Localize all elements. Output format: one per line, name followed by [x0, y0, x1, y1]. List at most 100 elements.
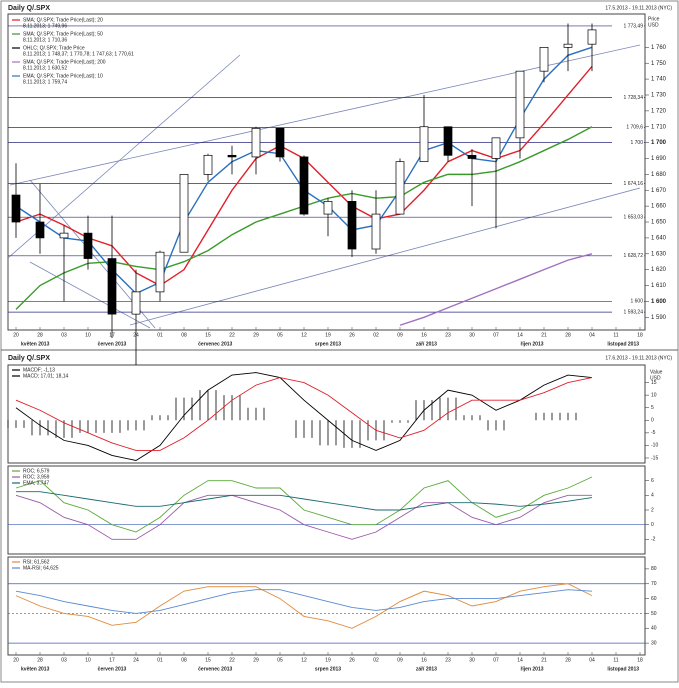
x-tick-label: 03: [61, 332, 67, 338]
month-label: říjen 2013: [520, 666, 543, 672]
x-tick-label: 26: [349, 332, 355, 338]
x-tick-label: 11: [613, 332, 618, 338]
x-tick-label: 09: [397, 657, 403, 663]
rsi-plot-frame: [7, 556, 646, 656]
x-tick-label: 02: [373, 332, 379, 338]
candle-body: [323, 201, 333, 215]
level-label-bg: [612, 180, 644, 187]
candle-body: [59, 232, 69, 239]
candle-body: [347, 201, 357, 250]
x-tick-label: 20: [13, 332, 19, 338]
x-tick-label: 24: [133, 657, 139, 663]
y-tick-label: 1 610: [651, 283, 667, 289]
y-tick-label: -15: [651, 455, 658, 461]
candle-body: [563, 43, 573, 48]
y-tick-label: 80: [651, 566, 657, 572]
candle-body: [35, 221, 45, 239]
y-tick-label: 60: [651, 596, 657, 602]
level-label-bg: [612, 139, 644, 146]
x-tick-label: 17: [109, 332, 115, 338]
y-tick-label: 1 750: [651, 61, 667, 67]
x-tick-label: 28: [565, 332, 571, 338]
y-tick-label: 1 600: [651, 299, 667, 305]
level-label: 1 700: [630, 140, 643, 146]
candle-body: [107, 258, 117, 315]
month-label: listopad 2013: [607, 666, 639, 672]
month-label: červen 2013: [98, 666, 127, 672]
date-range: 17.5.2013 - 19.11.2013 (NYC): [605, 5, 672, 11]
legend-name: MACD; 17,01; 18,14: [23, 373, 69, 379]
macd-plot-frame: [7, 364, 646, 464]
candle-body: [251, 127, 261, 158]
y-tick-label: -5: [651, 430, 656, 436]
y-tick-label: 1 620: [651, 267, 667, 273]
x-tick-label: 16: [421, 332, 427, 338]
x-tick-label: 07: [493, 657, 499, 663]
legend-name: MACDF; -1,13: [23, 367, 55, 373]
candle-body: [227, 154, 237, 158]
price-plot-frame: [7, 13, 646, 331]
x-tick-label: 21: [541, 332, 547, 338]
level-label-bg: [612, 214, 644, 221]
level-label: 1 593,24: [624, 309, 644, 315]
level-label: 1 728,34: [624, 95, 644, 101]
candle-body: [419, 126, 429, 163]
level-label-bg: [612, 22, 644, 29]
x-tick-label: 30: [469, 657, 475, 663]
legend-name: SMA; Q/.SPX; Trade Price(Last); 20: [23, 17, 103, 23]
legend-name: ROC; 6,579: [23, 468, 50, 474]
candle-body: [467, 154, 477, 159]
x-tick-label: 21: [541, 657, 547, 663]
level-label: 1 628,72: [624, 253, 644, 259]
legend-name: SMA; Q/.SPX; Trade Price(Last); 50: [23, 31, 103, 37]
trend-line: [29, 261, 151, 329]
candle-body: [539, 46, 549, 72]
x-tick-label: 10: [85, 332, 91, 338]
y-tick-label: 6: [651, 478, 654, 484]
level-label: 1 773,49: [624, 23, 644, 29]
trend-lines: [7, 44, 641, 329]
x-tick-label: 10: [85, 657, 91, 663]
y-tick-label: 1 720: [651, 108, 667, 114]
y-tick-label: 1 760: [651, 45, 667, 51]
x-tick-label: 08: [181, 332, 187, 338]
y-tick-label: 1 690: [651, 156, 667, 162]
y-tick-label: 40: [651, 626, 657, 632]
candle-body: [179, 174, 189, 253]
x-tick-label: 28: [37, 332, 43, 338]
y-tick-label: 1 710: [651, 124, 667, 130]
x-tick-label: 15: [205, 332, 211, 338]
date-range: 17.6.2013 - 19.11.2013 (NYC): [605, 355, 672, 361]
trend-line: [129, 187, 641, 326]
candle-body: [203, 154, 213, 175]
y-tick-label: -10: [651, 443, 658, 449]
legend-value: 8.11.2013; 1 749,96: [23, 23, 67, 29]
x-tick-label: 01: [157, 657, 163, 663]
y-tick-label: 2: [651, 507, 654, 513]
indicator-line: [15, 583, 593, 629]
level-label: 1 653,03: [624, 215, 644, 221]
month-label: září 2013: [416, 666, 437, 672]
indicator-line: [15, 476, 593, 533]
candle-body: [443, 126, 453, 156]
y-tick-label: -2: [651, 537, 656, 543]
y-tick-label: 4: [651, 493, 654, 499]
x-tick-label: 14: [517, 657, 523, 663]
legend-name: EMA; Q/.SPX; Trade Price(Last); 10: [23, 73, 103, 79]
level-label-bg: [612, 124, 644, 131]
month-label: září 2013: [416, 341, 437, 347]
candle-body: [587, 29, 597, 45]
level-label: 1 709,6: [626, 125, 643, 131]
x-tick-label: 24: [133, 332, 139, 338]
month-label: říjen 2013: [520, 341, 543, 347]
price-title: Daily Q/.SPX: [8, 5, 50, 12]
x-tick-label: 16: [421, 657, 427, 663]
x-tick-label: 30: [469, 332, 475, 338]
x-tick-label: 28: [565, 657, 571, 663]
level-label-bg: [612, 252, 644, 259]
candle-body: [83, 232, 93, 259]
month-label: červen 2013: [98, 341, 127, 347]
month-label: listopad 2013: [607, 341, 639, 347]
y-tick-label: 1 590: [651, 315, 667, 321]
y-tick-label: 70: [651, 581, 657, 587]
